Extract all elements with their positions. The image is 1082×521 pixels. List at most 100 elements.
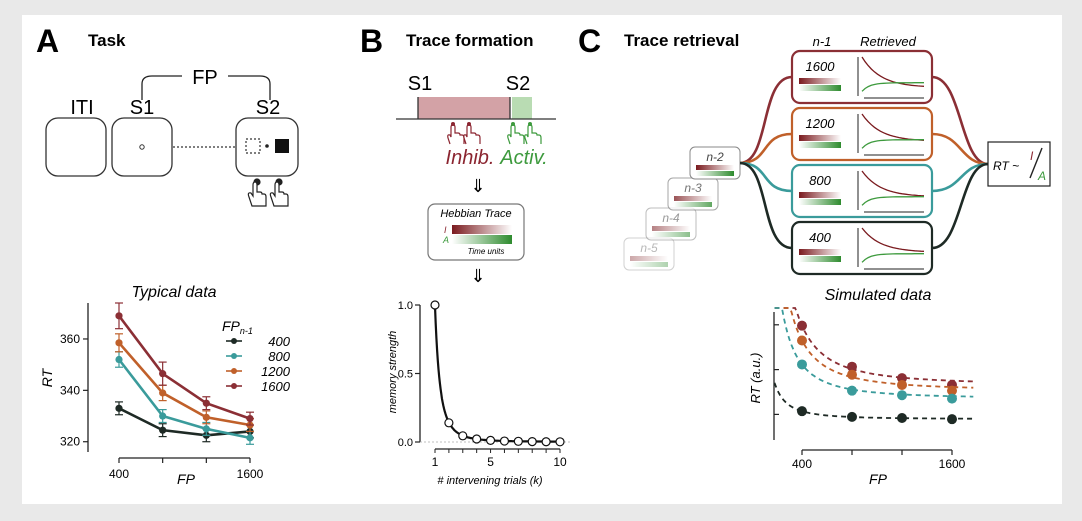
data-point xyxy=(797,359,807,370)
memory-ylabel: memory strength xyxy=(387,331,399,414)
data-point xyxy=(115,404,123,412)
memory-strength-chart: 0.0 0.5 1.0 1 5 10 xyxy=(398,300,570,469)
col-retrieved-label: Retrieved xyxy=(860,34,916,49)
connector-left-800 xyxy=(739,161,793,193)
data-point xyxy=(513,436,523,446)
data-point xyxy=(947,414,957,425)
data-point xyxy=(246,434,254,442)
row-activ-bar xyxy=(799,199,841,205)
retrieval-row-400: 400 xyxy=(790,220,934,276)
trace-card-label: n-2 xyxy=(706,150,724,164)
x-tick-label: 400 xyxy=(792,457,812,471)
trace-card-label: n-3 xyxy=(684,181,702,195)
activation-window xyxy=(512,97,532,119)
x-tick-label: 5 xyxy=(487,455,494,469)
row-fp-label: 1600 xyxy=(806,59,836,74)
simulated-data-chart: 400 1600 xyxy=(773,307,974,471)
center-dot-icon xyxy=(265,144,269,148)
data-point xyxy=(115,339,123,347)
trace-card-n-3: n-3 xyxy=(667,177,719,211)
legend-marker-1600 xyxy=(231,383,237,389)
mini-activ-curve xyxy=(861,196,924,206)
data-point xyxy=(159,389,167,397)
x-tick-label: 10 xyxy=(553,455,567,469)
x-tick-label: 400 xyxy=(109,467,129,481)
data-point xyxy=(202,399,210,407)
mini-inhib-curve xyxy=(861,170,925,197)
series-line-1200 xyxy=(118,341,251,427)
trace-card-inhib-bar xyxy=(674,196,712,201)
y-tick-label: 320 xyxy=(60,435,80,449)
x-tick-label: 1 xyxy=(432,455,439,469)
legend-label-1200: 1200 xyxy=(261,364,291,379)
data-point xyxy=(897,390,907,401)
data-point xyxy=(458,431,468,441)
data-point xyxy=(499,436,510,446)
col-n1-label: n-1 xyxy=(813,34,832,49)
data-point xyxy=(246,415,254,423)
row-activ-bar xyxy=(799,85,841,91)
trace-card-inhib-bar xyxy=(652,226,690,231)
y-tick-label: 1.0 xyxy=(398,300,413,312)
data-point xyxy=(555,437,565,447)
connector-left-1200 xyxy=(739,132,793,165)
data-point xyxy=(897,373,907,384)
legend-label-1600: 1600 xyxy=(261,379,291,394)
fixation-icon xyxy=(139,144,145,150)
fp-label: FP xyxy=(192,67,218,89)
retrieval-row-800: 800 xyxy=(790,163,934,219)
x-tick-label: 1600 xyxy=(237,467,264,481)
data-point xyxy=(472,434,482,444)
trace-card-activ-bar xyxy=(674,202,712,207)
panel-b-letter: B xyxy=(360,23,383,59)
row-activ-bar xyxy=(799,142,841,148)
connector-left-400 xyxy=(739,161,793,250)
mini-inhib-curve xyxy=(861,227,925,252)
hebbian-i-label: I xyxy=(444,225,447,235)
y-tick-label: 0.0 xyxy=(398,437,413,449)
b-s1-label: S1 xyxy=(408,73,432,95)
row-inhib-bar xyxy=(799,249,841,255)
panel-a-letter: A xyxy=(36,23,59,59)
s1-label: S1 xyxy=(130,97,154,119)
data-point xyxy=(797,335,807,346)
fp-label-bg xyxy=(182,66,228,86)
data-point xyxy=(947,385,957,396)
trace-card-activ-bar xyxy=(630,262,668,267)
legend-marker-400 xyxy=(231,338,237,344)
fit-curve-800 xyxy=(774,307,974,398)
iti-label: ITI xyxy=(70,97,93,119)
s2-label: S2 xyxy=(256,97,280,119)
data-point xyxy=(527,436,537,447)
rt-formula-box xyxy=(987,141,1051,187)
inhibition-trace-bar xyxy=(452,225,512,234)
fit-curve-1200 xyxy=(774,307,974,389)
typical-data-chart: 320 340 360 400 1600 xyxy=(60,302,264,481)
legend-label-400: 400 xyxy=(268,334,290,349)
b-s2-label: S2 xyxy=(506,73,530,95)
mini-activ-curve xyxy=(861,139,924,149)
hands-icon xyxy=(247,178,289,207)
inhib-hands-icon xyxy=(447,122,481,145)
data-point xyxy=(115,312,123,320)
trace-card-activ-bar xyxy=(652,232,690,237)
panel-c-letter: C xyxy=(578,23,601,59)
data-point xyxy=(847,385,857,396)
trace-card-n-2: n-2 xyxy=(689,146,741,180)
timeline-line xyxy=(396,97,556,120)
hebbian-a-label: A xyxy=(442,235,449,245)
y-tick-label: 340 xyxy=(60,383,80,397)
trace-card-activ-bar xyxy=(696,171,734,176)
connector-right-400 xyxy=(931,162,989,250)
legend-marker-800 xyxy=(231,353,237,359)
data-point xyxy=(897,379,907,390)
rt-formula-denominator: A xyxy=(1037,169,1046,183)
hebbian-title: Hebbian Trace xyxy=(440,208,511,220)
data-point xyxy=(485,435,496,445)
data-point xyxy=(159,412,167,420)
typical-xlabel: FP xyxy=(177,471,196,487)
trace-stack: n-5 n-4 n-3 n-2 xyxy=(623,146,741,271)
data-point xyxy=(159,370,167,378)
panel-a-title: Task xyxy=(88,31,126,50)
